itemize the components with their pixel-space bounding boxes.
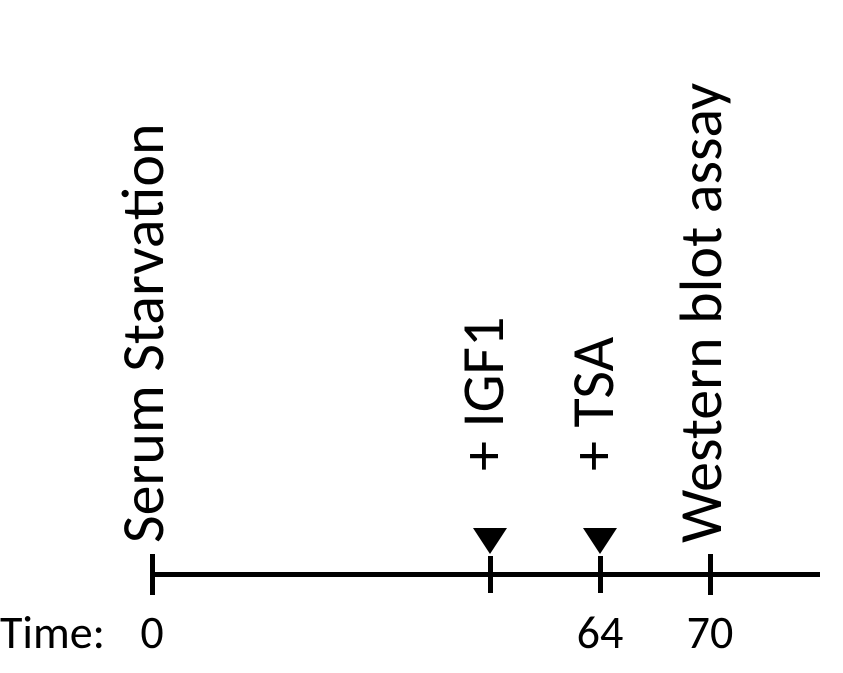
event-label-tsa: + TSA — [557, 337, 630, 471]
event-label-igf1: + IGF1 — [447, 317, 520, 471]
tick-western-blot — [708, 554, 713, 595]
tick-igf1 — [488, 556, 493, 593]
tick-label-serum-starvation: 0 — [140, 605, 163, 661]
event-label-serum-starvation: Serum Starvation — [107, 123, 180, 543]
arrow-down-icon — [473, 528, 507, 554]
tick-tsa — [598, 556, 603, 593]
event-label-western-blot: Western blot assay — [665, 83, 738, 543]
tick-label-western-blot: 70 — [687, 605, 734, 661]
tick-label-tsa: 64 — [577, 605, 624, 661]
tick-serum-starvation — [150, 554, 155, 595]
timeline-axis — [150, 572, 820, 577]
axis-title: Time: — [0, 605, 105, 661]
arrow-down-icon — [583, 528, 617, 554]
timeline-diagram: Time: 0 Serum Starvation + IGF1 64 + TSA 70 We… — [0, 0, 843, 673]
